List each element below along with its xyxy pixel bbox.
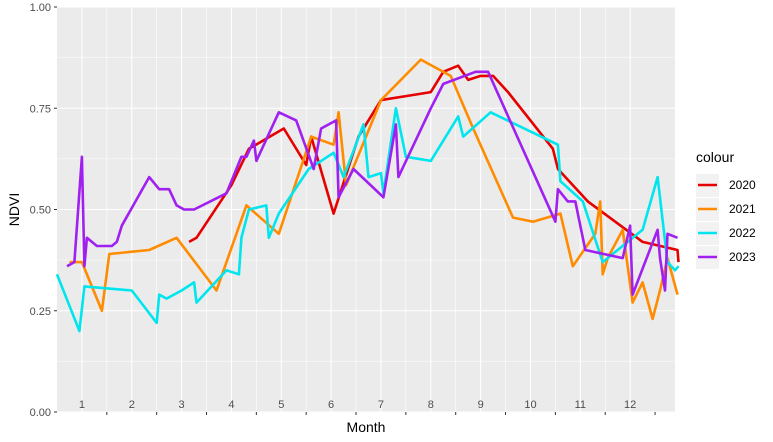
month-label: 10 [524,399,536,411]
y-tick-label: 1.00 [30,2,51,14]
month-label: 1 [79,399,85,411]
legend-label: 2021 [729,202,756,216]
legend-label: 2023 [729,250,756,264]
month-label: 4 [228,399,234,411]
month-label: 11 [575,399,586,411]
y-axis-title: NDVI [6,193,22,226]
month-label: 7 [378,399,384,411]
month-label: 8 [428,399,434,411]
month-label: 9 [478,399,484,411]
x-axis-title: Month [347,419,386,435]
axes: 0.00 0.25 0.50 0.75 1.00 [30,2,656,419]
y-tick-label: 0.00 [30,407,51,419]
legend-label: 2022 [729,226,756,240]
series-line-2022 [55,107,680,333]
legend-title: colour [696,149,734,165]
series-line-2021 [69,58,679,321]
legend-label: 2020 [729,178,756,192]
month-labels: 1 2 3 4 5 6 7 8 9 10 11 12 [79,399,636,411]
month-label: 12 [624,399,636,411]
month-label: 3 [179,399,185,411]
legend: colour 2020 2021 2022 2023 [696,149,756,269]
month-label: 5 [278,399,284,411]
series-line-2020 [188,64,680,263]
month-label: 6 [328,399,334,411]
y-tick-label: 0.75 [30,103,51,115]
y-tick-label: 0.50 [30,205,51,217]
series-lines [55,58,680,333]
series-line-2023 [66,70,678,296]
month-label: 2 [129,399,135,411]
y-tick-label: 0.25 [30,306,51,318]
